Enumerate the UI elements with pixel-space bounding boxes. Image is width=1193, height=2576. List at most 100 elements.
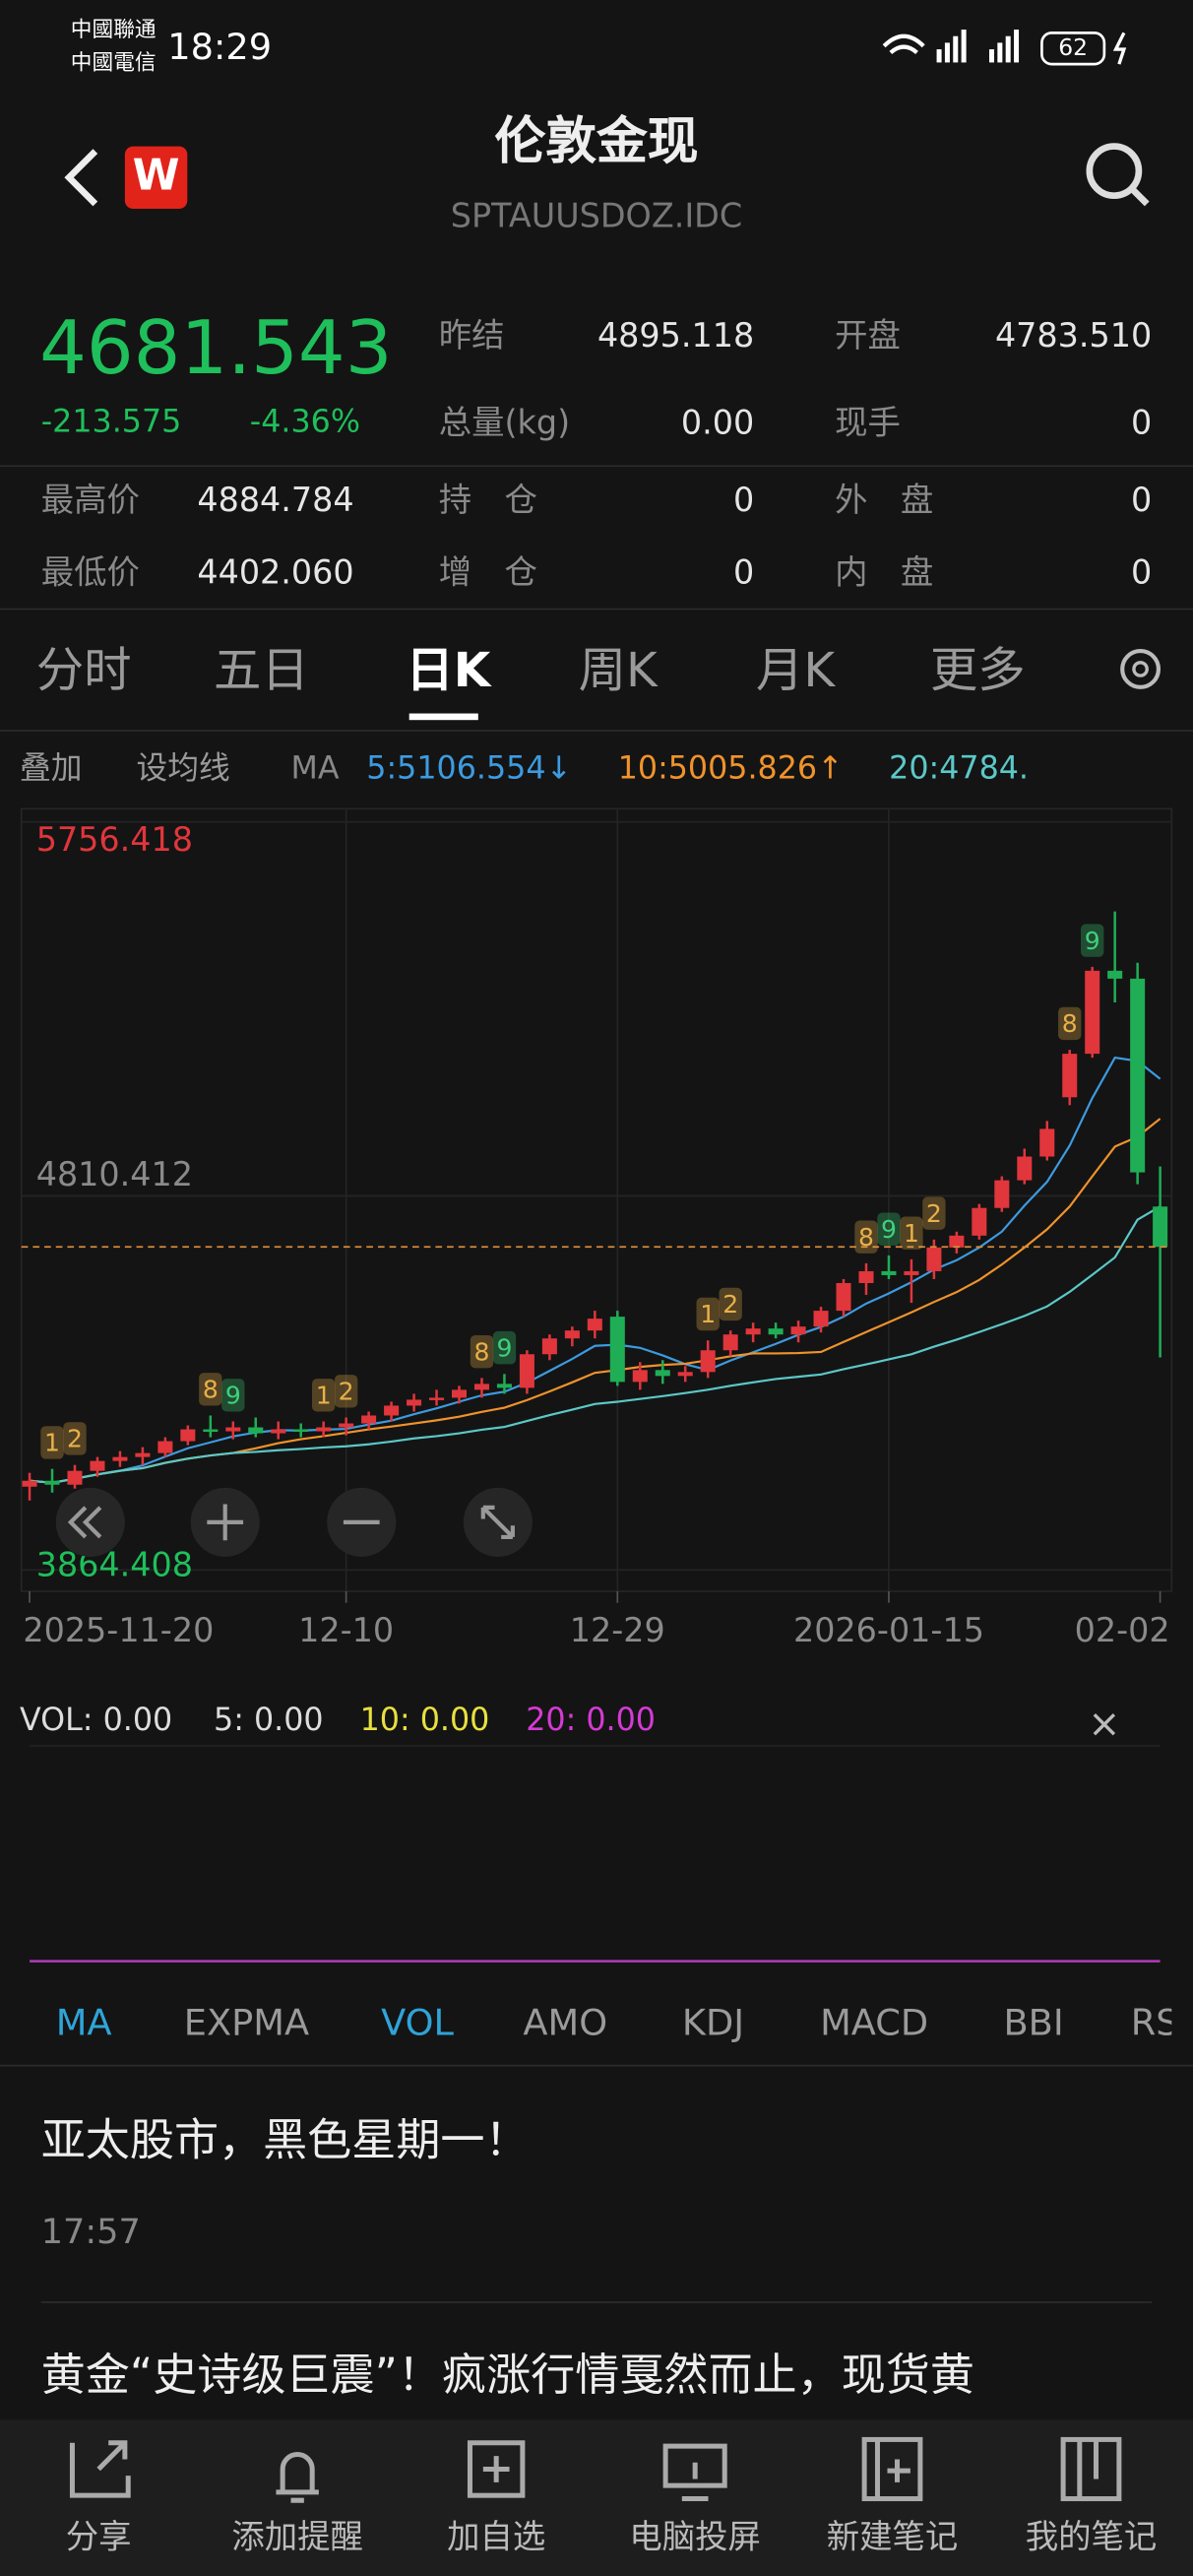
setup-box [334, 1375, 358, 1408]
tab[interactable]: 周K [578, 642, 658, 698]
candle-body [407, 1399, 422, 1406]
indicator-tab[interactable]: VOL [381, 2003, 454, 2045]
divider [0, 730, 1193, 732]
candle-body [836, 1282, 851, 1312]
candle-body [22, 1480, 37, 1487]
setup-box [854, 1220, 878, 1254]
news-title[interactable]: 亚太股市，黑色星期一！ [40, 2115, 530, 2166]
field-label: 内 盘 [835, 551, 934, 592]
clock: 18:29 [167, 28, 273, 69]
field-value: 0 [1131, 551, 1153, 592]
tab[interactable]: 月K [755, 642, 836, 698]
candle-body [722, 1334, 738, 1351]
candle-body [926, 1247, 942, 1271]
bottom-action[interactable]: 分享 [65, 2516, 132, 2556]
setup-label: 9 [1085, 927, 1100, 955]
change: -213.575 [40, 404, 182, 440]
field-value: 4884.784 [197, 480, 354, 520]
settings-icon[interactable] [1120, 649, 1162, 689]
indicator-tab[interactable]: MACD [820, 2003, 929, 2045]
bottom-action[interactable]: 新建笔记 [826, 2516, 959, 2556]
vol-ma20: 20: 0.00 [526, 1702, 656, 1739]
setup-label: 8 [474, 1337, 490, 1366]
bottom-action[interactable]: 我的笔记 [1025, 2516, 1158, 2556]
divider [40, 2301, 1153, 2303]
bottom-action[interactable]: 添加提醒 [231, 2516, 363, 2556]
tab[interactable]: 更多 [929, 642, 1026, 698]
candle-body [67, 1470, 83, 1485]
setup-label: 8 [203, 1375, 219, 1403]
candle-body [768, 1328, 784, 1335]
zoom-back-button[interactable] [55, 1487, 125, 1557]
candle-body [339, 1423, 354, 1428]
x-tick-label: 2025-11-20 [23, 1611, 214, 1649]
field-label: 外 盘 [835, 480, 934, 520]
chart-frame [20, 807, 1173, 1592]
field-label: 昨结 [438, 315, 505, 355]
search-icon[interactable] [1086, 143, 1143, 199]
indicator-tab[interactable]: KDJ [681, 2003, 745, 2045]
candle-body [1062, 1054, 1078, 1098]
tab[interactable]: 分时 [35, 642, 132, 698]
news-title[interactable]: 黄金“史诗级巨震”！疯涨行情戛然而止，现货黄 [40, 2350, 974, 2402]
field-label: 现手 [835, 403, 901, 443]
x-tick-label: 02-02 [1075, 1611, 1170, 1649]
field-label: 最高价 [40, 480, 140, 520]
bottom-bar: 分享 添加提醒 加自选 电脑投屏 新建笔记 我的笔记 [0, 2419, 1193, 2576]
carrier: 中國聯通 [70, 18, 157, 43]
y-tick-label: 5756.418 [36, 820, 193, 859]
setup-label: 9 [881, 1215, 897, 1244]
candle-body [587, 1319, 602, 1331]
indicator-tab[interactable]: RSI [1130, 2003, 1172, 2045]
candle-body [112, 1456, 128, 1461]
search-icon-handle [1129, 186, 1150, 207]
candle-body [180, 1429, 196, 1442]
signal-icon [936, 30, 1020, 63]
alert-icon [276, 2452, 319, 2503]
candle-body [564, 1330, 580, 1339]
tab[interactable]: 五日 [214, 642, 309, 698]
x-tick-label: 12-10 [298, 1611, 394, 1649]
x-tick-label: 2026-01-15 [793, 1611, 984, 1649]
set-ma-button[interactable]: 设均线 [136, 750, 230, 787]
setup-box [63, 1422, 87, 1455]
candle-body [384, 1405, 400, 1416]
add-watch-icon [467, 2440, 526, 2498]
wifi-icon [882, 33, 925, 55]
setup-label: 2 [67, 1425, 83, 1453]
overlay-button[interactable]: 叠加 [20, 750, 83, 787]
code: SPTAUUSDOZ.IDC [450, 195, 743, 235]
change-pct: -4.36% [249, 404, 360, 440]
close-volume-icon[interactable] [1093, 1713, 1116, 1736]
candle-body [700, 1350, 716, 1373]
setup-label: 1 [904, 1219, 919, 1248]
logo-box [124, 146, 188, 210]
bottom-action[interactable]: 电脑投屏 [629, 2516, 761, 2556]
candle-body [203, 1429, 219, 1433]
vol-ma10: 10: 0.00 [359, 1702, 490, 1739]
chart: 5756.418 4810.412 3864.408 2025-11-20 12-10 1… [21, 808, 1172, 1649]
indicator-tab[interactable]: AMO [523, 2003, 608, 2045]
field-value: 0 [733, 480, 755, 520]
indicator-tab[interactable]: MA [55, 2003, 112, 2045]
setup-box [470, 1334, 494, 1369]
vol-ma5: 5: 0.00 [214, 1702, 324, 1739]
setup-box [221, 1379, 245, 1412]
candle-body [451, 1389, 468, 1398]
setup-box [922, 1196, 946, 1230]
field-value: 0 [1131, 403, 1153, 443]
back-icon[interactable] [64, 149, 98, 207]
plus-glyph [207, 1504, 244, 1541]
bottom-action[interactable]: 加自选 [447, 2516, 546, 2556]
candle-body [293, 1429, 309, 1433]
tab[interactable]: 日K [406, 642, 491, 698]
field-label: 最低价 [40, 551, 140, 592]
my-notes-lines [1077, 2439, 1099, 2499]
ma-line [29, 1118, 1162, 1484]
candle-body [271, 1429, 286, 1434]
field-value: 0 [733, 551, 755, 592]
indicator-tab[interactable]: BBI [1003, 2003, 1064, 2045]
indicator-tab[interactable]: EXPMA [183, 2003, 310, 2045]
back-arrows [67, 1506, 102, 1539]
